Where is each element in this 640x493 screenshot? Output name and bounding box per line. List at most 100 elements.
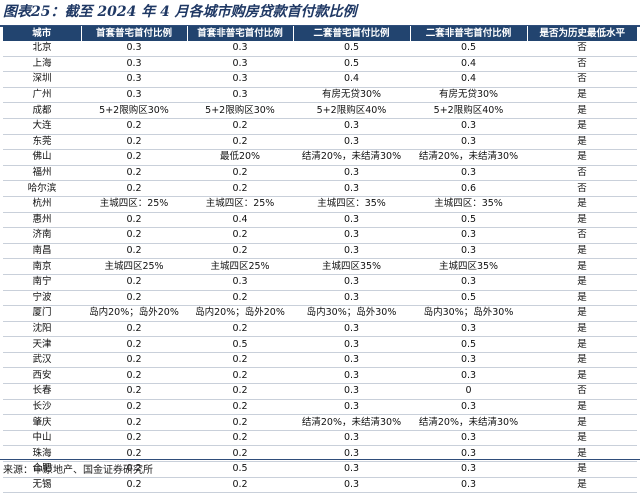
cell-second-ordinary: 0.3 xyxy=(293,118,410,135)
cell-historic-low: 否 xyxy=(527,71,637,88)
cell-city: 珠海 xyxy=(3,445,81,463)
cell-second-ordinary: 0.3 xyxy=(293,290,410,307)
cell-second-ordinary: 0.3 xyxy=(293,134,410,151)
cell-first-non-ordinary: 0.3 xyxy=(187,41,293,57)
cell-second-non-ordinary: 0.3 xyxy=(410,134,527,151)
cell-city: 福州 xyxy=(3,165,81,182)
cell-city: 上海 xyxy=(3,56,81,73)
table-row: 合肥 0.2 0.5 0.3 0.3 是 xyxy=(3,461,637,478)
cell-first-non-ordinary: 0.3 xyxy=(187,87,293,104)
cell-city: 南宁 xyxy=(3,274,81,291)
cell-historic-low: 是 xyxy=(527,321,637,338)
table-row: 天津 0.2 0.5 0.3 0.5 是 xyxy=(3,336,637,353)
cell-first-ordinary: 0.2 xyxy=(81,399,187,416)
cell-historic-low: 是 xyxy=(527,290,637,307)
table-row: 南昌 0.2 0.2 0.3 0.3 是 xyxy=(3,243,637,260)
cell-second-non-ordinary: 0.6 xyxy=(410,180,527,197)
table-row: 济南 0.2 0.2 0.3 0.3 否 xyxy=(3,227,637,244)
cell-city: 无锡 xyxy=(3,477,81,493)
table-row: 武汉 0.2 0.2 0.3 0.3 是 xyxy=(3,352,637,369)
cell-first-ordinary: 0.2 xyxy=(81,243,187,260)
cell-second-non-ordinary: 主城四区35% xyxy=(410,258,527,275)
cell-historic-low: 否 xyxy=(527,383,637,400)
cell-first-non-ordinary: 0.2 xyxy=(187,477,293,493)
cell-second-ordinary: 0.3 xyxy=(293,352,410,369)
cell-first-non-ordinary: 0.2 xyxy=(187,165,293,182)
cell-second-non-ordinary: 0.5 xyxy=(410,290,527,307)
cell-second-ordinary: 0.3 xyxy=(293,430,410,447)
cell-second-ordinary: 0.3 xyxy=(293,336,410,353)
header-first-ordinary: 首套普宅首付比例 xyxy=(81,26,188,41)
cell-first-non-ordinary: 最低20% xyxy=(187,149,293,166)
cell-first-non-ordinary: 0.3 xyxy=(187,56,293,73)
cell-second-non-ordinary: 主城四区：35% xyxy=(410,196,527,213)
table-row: 沈阳 0.2 0.2 0.3 0.3 是 xyxy=(3,321,637,338)
cell-second-non-ordinary: 岛内30%；岛外30% xyxy=(410,305,527,322)
cell-first-ordinary: 0.2 xyxy=(81,118,187,135)
cell-second-ordinary: 岛内30%；岛外30% xyxy=(293,305,410,322)
cell-first-ordinary: 0.2 xyxy=(81,134,187,151)
table-row: 东莞 0.2 0.2 0.3 0.3 是 xyxy=(3,134,637,151)
cell-second-non-ordinary: 0.3 xyxy=(410,477,527,493)
cell-second-non-ordinary: 0.3 xyxy=(410,445,527,463)
cell-second-non-ordinary: 有房无贷30% xyxy=(410,87,527,104)
table-row: 南京 主城四区25% 主城四区25% 主城四区35% 主城四区35% 是 xyxy=(3,258,637,275)
cell-first-ordinary: 5+2限购区30% xyxy=(81,102,187,119)
cell-historic-low: 是 xyxy=(527,461,637,478)
header-second-ordinary: 二套普宅首付比例 xyxy=(293,26,411,41)
cell-second-ordinary: 0.3 xyxy=(293,399,410,416)
cell-first-non-ordinary: 0.2 xyxy=(187,180,293,197)
cell-first-ordinary: 0.3 xyxy=(81,87,187,104)
cell-first-ordinary: 0.2 xyxy=(81,352,187,369)
cell-historic-low: 是 xyxy=(527,134,637,151)
cell-city: 成都 xyxy=(3,102,81,119)
source-note: 来源：中原地产、国金证券研究所 xyxy=(3,465,153,476)
cell-city: 宁波 xyxy=(3,290,81,307)
table-row: 北京 0.3 0.3 0.5 0.5 否 xyxy=(3,41,637,57)
cell-second-ordinary: 有房无贷30% xyxy=(293,87,410,104)
cell-first-ordinary: 0.2 xyxy=(81,212,187,229)
cell-historic-low: 是 xyxy=(527,258,637,275)
cell-first-ordinary: 0.2 xyxy=(81,227,187,244)
cell-city: 沈阳 xyxy=(3,321,81,338)
cell-second-non-ordinary: 0.5 xyxy=(410,212,527,229)
cell-city: 北京 xyxy=(3,41,81,57)
cell-first-ordinary: 0.2 xyxy=(81,180,187,197)
cell-first-ordinary: 0.2 xyxy=(81,367,187,385)
cell-historic-low: 否 xyxy=(527,56,637,73)
cell-second-non-ordinary: 0.3 xyxy=(410,227,527,244)
cell-first-ordinary: 0.2 xyxy=(81,165,187,182)
cell-historic-low: 是 xyxy=(527,477,637,493)
table-row: 南宁 0.2 0.3 0.3 0.3 是 xyxy=(3,274,637,291)
cell-second-non-ordinary: 0.3 xyxy=(410,243,527,260)
cell-second-ordinary: 0.5 xyxy=(293,41,410,57)
cell-second-non-ordinary: 0.3 xyxy=(410,165,527,182)
table-row: 长春 0.2 0.2 0.3 0 否 xyxy=(3,383,637,400)
cell-first-non-ordinary: 0.2 xyxy=(187,399,293,416)
cell-first-non-ordinary: 0.2 xyxy=(187,445,293,463)
cell-first-non-ordinary: 0.2 xyxy=(187,367,293,385)
cell-first-non-ordinary: 0.2 xyxy=(187,290,293,307)
cell-second-ordinary: 结清20%，未结清30% xyxy=(293,149,410,166)
cell-historic-low: 是 xyxy=(527,243,637,260)
header-second-non-ordinary: 二套非普宅首付比例 xyxy=(410,26,528,41)
cell-second-ordinary: 0.3 xyxy=(293,227,410,244)
cell-first-ordinary: 0.2 xyxy=(81,336,187,353)
cell-first-non-ordinary: 岛内20%；岛外20% xyxy=(187,305,293,322)
cell-historic-low: 否 xyxy=(527,165,637,182)
table-row: 中山 0.2 0.2 0.3 0.3 是 xyxy=(3,430,637,447)
cell-second-non-ordinary: 0.3 xyxy=(410,321,527,338)
cell-first-ordinary: 0.3 xyxy=(81,41,187,57)
cell-second-ordinary: 0.3 xyxy=(293,445,410,463)
table-row: 珠海 0.2 0.2 0.3 0.3 是 xyxy=(3,445,637,463)
cell-first-non-ordinary: 0.3 xyxy=(187,274,293,291)
cell-city: 西安 xyxy=(3,367,81,385)
cell-second-ordinary: 主城四区：35% xyxy=(293,196,410,213)
table-row: 上海 0.3 0.3 0.5 0.4 否 xyxy=(3,56,637,73)
cell-second-ordinary: 0.5 xyxy=(293,56,410,73)
cell-second-non-ordinary: 0.5 xyxy=(410,41,527,57)
table-row: 西安 0.2 0.2 0.3 0.3 是 xyxy=(3,367,637,385)
cell-second-non-ordinary: 0.3 xyxy=(410,274,527,291)
cell-second-non-ordinary: 0 xyxy=(410,383,527,400)
cell-historic-low: 是 xyxy=(527,445,637,463)
